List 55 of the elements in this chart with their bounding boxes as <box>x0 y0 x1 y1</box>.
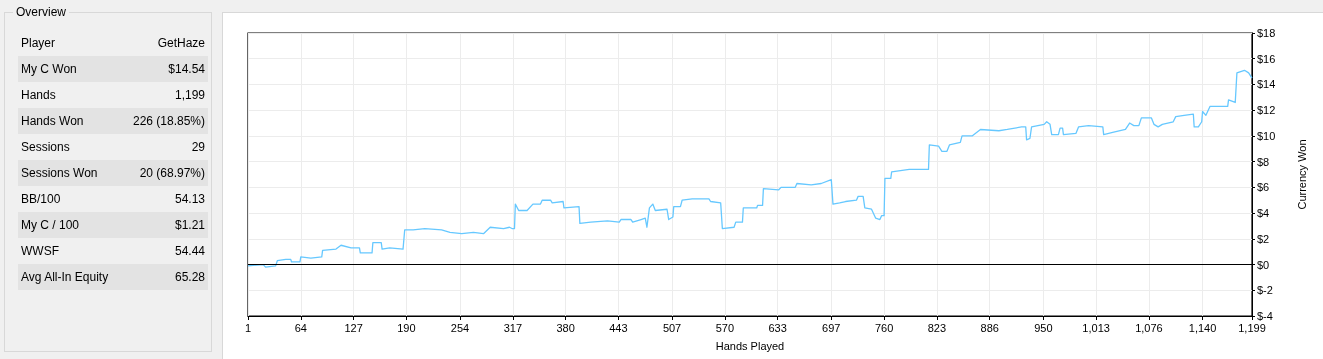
text: 20 (68.97%) <box>139 165 205 182</box>
x-axis-title: Hands Played <box>715 339 785 352</box>
text: BB/100 <box>21 191 61 208</box>
x-tick-label: 633 <box>768 321 787 334</box>
x-tick-label: 507 <box>662 321 682 334</box>
text: My C / 100 <box>21 217 80 234</box>
text: 1,199 <box>174 87 205 104</box>
y-tick-label: $4 <box>1257 207 1270 220</box>
text: Hands Won <box>21 113 84 130</box>
x-tick-label: 127 <box>344 321 363 334</box>
text: $14.54 <box>168 61 205 78</box>
text: 65.28 <box>174 269 205 286</box>
text: 226 (18.85%) <box>132 113 205 130</box>
y-tick-label: $8 <box>1257 155 1270 168</box>
x-tick-label: 317 <box>503 321 523 334</box>
y-tick-label: $14 <box>1257 78 1276 91</box>
x-tick-label: 190 <box>397 321 416 334</box>
y-tick-label: $-4 <box>1257 310 1273 322</box>
x-tick-label: 886 <box>980 321 999 334</box>
text: WWSF <box>21 243 59 260</box>
text: Sessions Won <box>21 165 98 182</box>
y-tick-label: $16 <box>1257 52 1276 65</box>
x-tick-label: 1,013 <box>1082 321 1110 334</box>
text: Player <box>21 35 56 52</box>
text: $1.21 <box>174 217 205 234</box>
text: Avg All-In Equity <box>21 269 109 286</box>
text: 54.13 <box>174 191 205 208</box>
y-tick-label: $10 <box>1257 129 1276 142</box>
y-tick-label: $2 <box>1257 232 1270 245</box>
text: 29 <box>191 139 205 156</box>
x-tick-label: 443 <box>609 321 628 334</box>
y-tick-label: $12 <box>1257 104 1276 117</box>
y-tick-label: $0 <box>1257 258 1270 271</box>
y-axis-title: Currency Won <box>1295 139 1308 210</box>
x-tick-label: 823 <box>927 321 947 334</box>
x-tick-label: 380 <box>556 321 575 334</box>
y-tick-label: $6 <box>1257 181 1270 194</box>
x-tick-label: 1,140 <box>1188 321 1217 334</box>
text: Hands <box>21 87 56 104</box>
x-tick-label: 570 <box>715 321 735 334</box>
y-tick-label: $18 <box>1257 27 1276 39</box>
text: 54.44 <box>174 243 205 260</box>
y-tick-label: $-2 <box>1257 284 1273 297</box>
x-tick-label: 254 <box>450 321 470 334</box>
x-tick-label: 64 <box>294 321 307 334</box>
text: Sessions <box>21 139 70 156</box>
x-tick-label: 1,076 <box>1135 321 1163 334</box>
x-tick-label: 950 <box>1034 321 1053 334</box>
x-tick-label: 1 <box>244 321 252 334</box>
text: My C Won <box>21 61 77 78</box>
x-tick-label: 697 <box>822 321 841 334</box>
text: GetHaze <box>157 35 205 52</box>
x-tick-label: 760 <box>874 321 894 334</box>
x-tick-label: 1,199 <box>1238 321 1266 334</box>
text: Overview <box>13 5 70 19</box>
